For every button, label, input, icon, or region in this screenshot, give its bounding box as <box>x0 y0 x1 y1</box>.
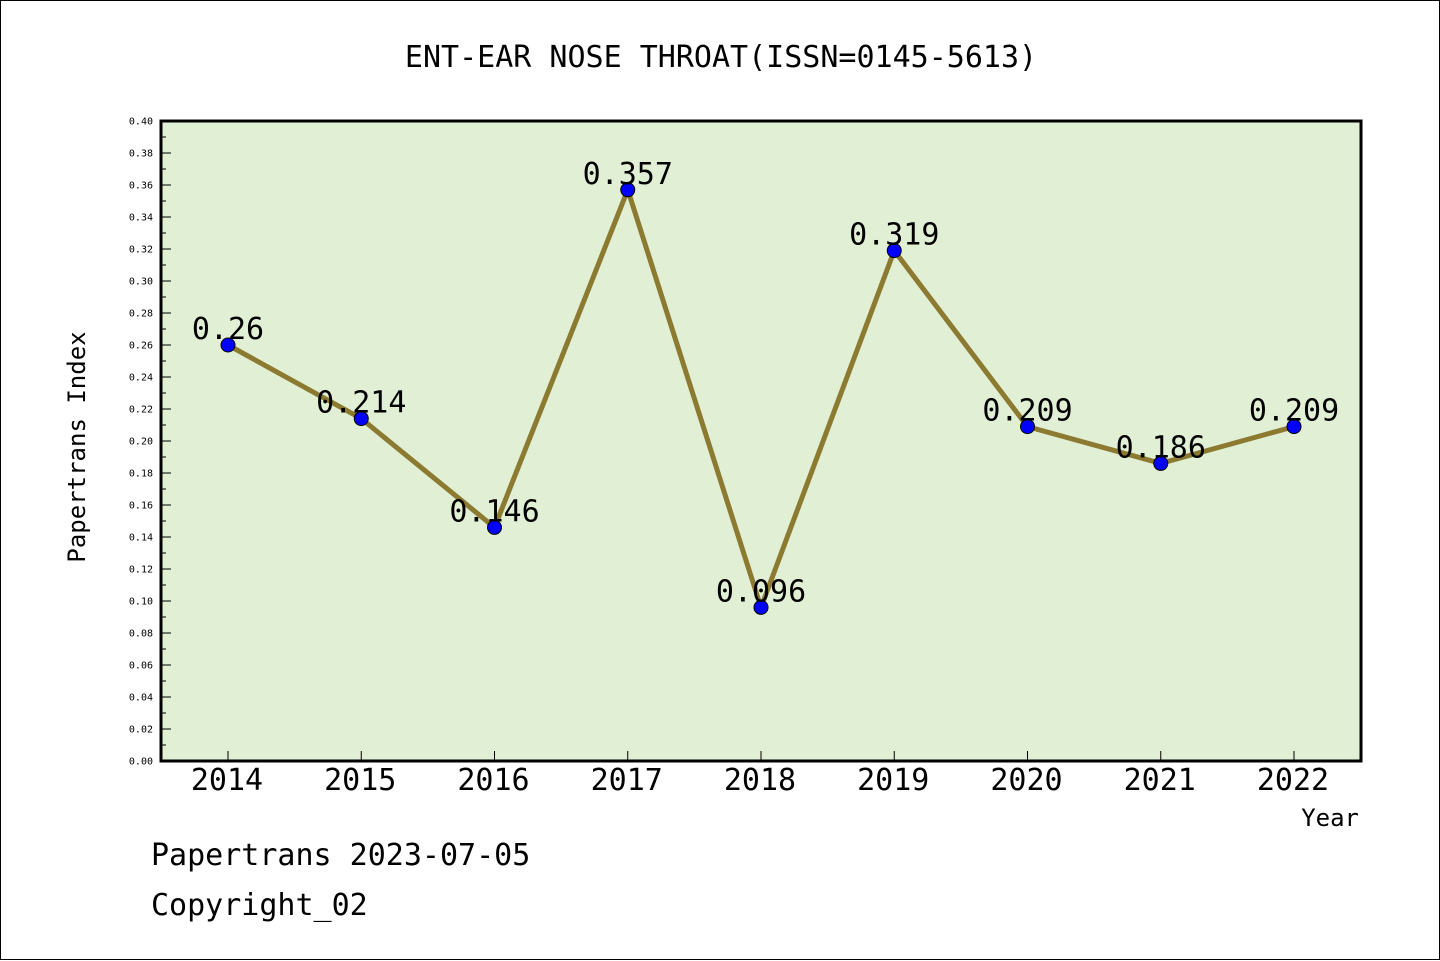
data-point-label: 0.214 <box>316 386 406 421</box>
data-point-label: 0.186 <box>1116 430 1206 465</box>
data-point-marker <box>1286 419 1302 435</box>
x-tick-label: 2022 <box>1257 763 1329 798</box>
x-tick-label: 2019 <box>857 763 929 798</box>
y-tick-label: 0.16 <box>129 501 153 512</box>
footer-copyright: Copyright_02 <box>151 888 368 923</box>
x-tick-label: 2017 <box>591 763 663 798</box>
x-axis-ticks: 2014 2015 2016 2017 2018 2019 2020 2021 2022 <box>191 751 1329 798</box>
y-tick-label: 0.18 <box>129 469 153 480</box>
y-tick-label: 0.26 <box>129 341 153 352</box>
y-tick-label: 0.08 <box>129 629 153 640</box>
data-point-label: 0.209 <box>1249 394 1339 429</box>
y-tick-label: 0.10 <box>129 597 153 608</box>
y-tick-label: 0.30 <box>129 277 153 288</box>
data-point-marker <box>1020 419 1035 435</box>
data-point-marker <box>620 182 636 198</box>
x-axis-label: Year <box>1301 804 1359 832</box>
x-tick-label: 2020 <box>990 763 1062 798</box>
data-point-label: 0.146 <box>449 494 539 529</box>
data-point-marker <box>1153 455 1169 471</box>
data-point-marker <box>353 411 369 427</box>
y-tick-label: 0.12 <box>129 565 153 576</box>
y-tick-label: 0.32 <box>129 245 153 256</box>
footer-date: Papertrans 2023-07-05 <box>151 838 530 873</box>
x-tick-label: 2021 <box>1124 763 1196 798</box>
y-tick-label: 0.34 <box>129 213 153 224</box>
y-axis-ticks: 0.00 0.02 0.04 0.06 0.08 0.10 0.12 0.14 0.16 0.18… <box>129 117 171 768</box>
data-point-label: 0.26 <box>192 312 264 347</box>
data-point-label: 0.209 <box>982 394 1072 429</box>
series-markers <box>220 182 1302 615</box>
plot-border <box>159 119 1363 763</box>
y-tick-label: 0.22 <box>129 405 153 416</box>
plot-area <box>161 121 1361 761</box>
data-point-marker <box>220 337 236 353</box>
data-point-marker <box>886 243 902 259</box>
x-tick-label: 2015 <box>324 763 396 798</box>
x-tick-label: 2018 <box>724 763 796 798</box>
y-tick-label: 0.36 <box>129 181 153 192</box>
y-tick-label: 0.02 <box>129 725 153 736</box>
chart-title: ENT-EAR NOSE THROAT(ISSN=0145-5613) <box>405 40 1037 75</box>
x-tick-label: 2016 <box>457 763 529 798</box>
y-tick-label: 0.28 <box>129 309 153 320</box>
y-axis-label: Papertrans Index <box>63 331 91 562</box>
y-tick-label: 0.24 <box>129 373 153 384</box>
data-point-marker <box>753 599 769 615</box>
data-point-label: 0.357 <box>583 157 673 192</box>
y-tick-label: 0.00 <box>129 757 153 768</box>
y-tick-label: 0.06 <box>129 661 153 672</box>
data-labels: 0.26 0.214 0.146 0.357 0.096 0.319 0.209 0.186 0… <box>192 157 1339 610</box>
y-tick-label: 0.20 <box>129 437 153 448</box>
y-tick-label: 0.04 <box>129 693 153 704</box>
x-tick-label: 2014 <box>191 763 263 798</box>
data-point-label: 0.096 <box>716 574 806 609</box>
y-tick-label: 0.40 <box>129 117 153 128</box>
data-point-label: 0.319 <box>849 218 939 253</box>
y-tick-label: 0.14 <box>129 533 153 544</box>
y-tick-label: 0.38 <box>129 149 153 160</box>
data-point-marker <box>487 519 502 535</box>
